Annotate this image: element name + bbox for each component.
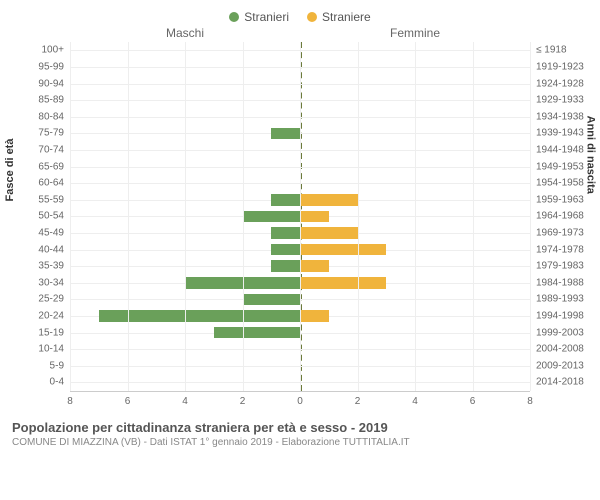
x-axis: 8 6 4 2 0 2 4 6 8 (70, 394, 530, 412)
x-tick-label: 6 (470, 396, 476, 407)
bar-male (243, 294, 301, 306)
gridline-vertical (530, 42, 531, 391)
age-label: 35-39 (38, 261, 64, 272)
age-label: 95-99 (38, 61, 64, 72)
legend-label-female: Straniere (322, 10, 371, 24)
population-pyramid-chart: Stranieri Straniere Maschi Femmine Fasce… (0, 0, 600, 500)
plot-area: Fasce di età Anni di nascita 100+≤ 19189… (12, 42, 588, 412)
birth-year-label: 1964-1968 (536, 211, 584, 222)
bar-male (271, 260, 300, 272)
age-label: 20-24 (38, 311, 64, 322)
x-tick-label: 4 (412, 396, 418, 407)
age-label: 40-44 (38, 244, 64, 255)
x-tick-label: 2 (355, 396, 361, 407)
age-label: 90-94 (38, 78, 64, 89)
age-label: 10-14 (38, 344, 64, 355)
x-tick-label: 6 (125, 396, 131, 407)
legend-item-male: Stranieri (229, 10, 289, 24)
bar-female (300, 194, 358, 206)
age-label: 85-89 (38, 95, 64, 106)
age-label: 60-64 (38, 178, 64, 189)
birth-year-label: 1954-1958 (536, 178, 584, 189)
birth-year-label: ≤ 1918 (536, 45, 567, 56)
bar-male (271, 128, 300, 140)
age-label: 5-9 (50, 360, 64, 371)
x-tick-label: 8 (527, 396, 533, 407)
birth-year-label: 1969-1973 (536, 228, 584, 239)
gridline-vertical (300, 42, 301, 391)
birth-year-label: 2004-2008 (536, 344, 584, 355)
birth-year-label: 1979-1983 (536, 261, 584, 272)
gridline-vertical (415, 42, 416, 391)
x-tick-label: 4 (182, 396, 188, 407)
birth-year-label: 1919-1923 (536, 61, 584, 72)
bar-male (271, 227, 300, 239)
bar-female (300, 310, 329, 322)
age-label: 70-74 (38, 144, 64, 155)
column-headers: Maschi Femmine (70, 26, 530, 40)
birth-year-label: 1929-1933 (536, 95, 584, 106)
gridline-vertical (473, 42, 474, 391)
footer-title: Popolazione per cittadinanza straniera p… (12, 420, 588, 435)
x-tick-label: 8 (67, 396, 73, 407)
y-axis-left-title: Fasce di età (4, 139, 16, 202)
birth-year-label: 1949-1953 (536, 161, 584, 172)
birth-year-label: 1984-1988 (536, 277, 584, 288)
bar-female (300, 244, 386, 256)
age-label: 0-4 (50, 377, 64, 388)
age-label: 65-69 (38, 161, 64, 172)
age-label: 25-29 (38, 294, 64, 305)
age-label: 55-59 (38, 194, 64, 205)
bar-female (300, 260, 329, 272)
gridline-vertical (128, 42, 129, 391)
column-header-right: Femmine (300, 26, 530, 40)
gridline-vertical (70, 42, 71, 391)
legend-swatch-female (307, 12, 317, 22)
bar-female (300, 211, 329, 223)
bar-male (271, 244, 300, 256)
chart-footer: Popolazione per cittadinanza straniera p… (12, 420, 588, 448)
legend-swatch-male (229, 12, 239, 22)
birth-year-label: 1959-1963 (536, 194, 584, 205)
birth-year-label: 1944-1948 (536, 144, 584, 155)
x-tick-label: 2 (240, 396, 246, 407)
legend-item-female: Straniere (307, 10, 371, 24)
age-label: 50-54 (38, 211, 64, 222)
legend: Stranieri Straniere (12, 10, 588, 24)
birth-year-label: 1999-2003 (536, 327, 584, 338)
footer-subtitle: COMUNE DI MIAZZINA (VB) - Dati ISTAT 1° … (12, 437, 588, 448)
plot-inner: 100+≤ 191895-991919-192390-941924-192885… (70, 42, 530, 392)
x-tick-label: 0 (297, 396, 303, 407)
birth-year-label: 1994-1998 (536, 311, 584, 322)
bar-female (300, 277, 386, 289)
birth-year-label: 1939-1943 (536, 128, 584, 139)
birth-year-label: 2009-2013 (536, 360, 584, 371)
age-label: 15-19 (38, 327, 64, 338)
age-label: 100+ (41, 45, 64, 56)
bar-male (243, 211, 301, 223)
birth-year-label: 1934-1938 (536, 111, 584, 122)
legend-label-male: Stranieri (244, 10, 289, 24)
age-label: 45-49 (38, 228, 64, 239)
age-label: 75-79 (38, 128, 64, 139)
bar-male (99, 310, 300, 322)
bar-male (271, 194, 300, 206)
birth-year-label: 2014-2018 (536, 377, 584, 388)
birth-year-label: 1924-1928 (536, 78, 584, 89)
age-label: 80-84 (38, 111, 64, 122)
gridline-vertical (243, 42, 244, 391)
y-axis-right-title: Anni di nascita (584, 116, 596, 194)
birth-year-label: 1989-1993 (536, 294, 584, 305)
gridline-vertical (185, 42, 186, 391)
bar-female (300, 227, 358, 239)
birth-year-label: 1974-1978 (536, 244, 584, 255)
column-header-left: Maschi (70, 26, 300, 40)
gridline-vertical (358, 42, 359, 391)
age-label: 30-34 (38, 277, 64, 288)
bar-male (214, 327, 300, 339)
